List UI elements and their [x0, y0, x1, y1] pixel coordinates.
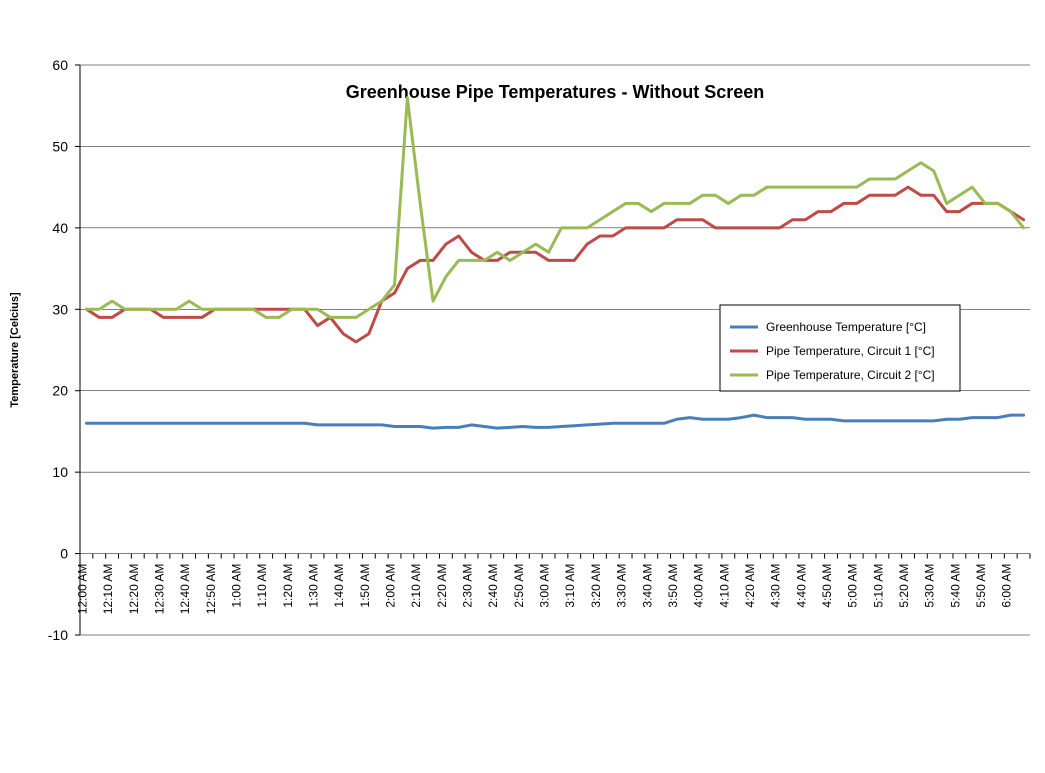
x-tick-label: 2:40 AM	[486, 564, 500, 608]
legend-label: Pipe Temperature, Circuit 2 [°C]	[766, 368, 935, 382]
x-tick-label: 1:20 AM	[281, 564, 295, 608]
x-tick-label: 2:00 AM	[384, 564, 398, 608]
x-tick-label: 3:20 AM	[589, 564, 603, 608]
y-tick-label: -10	[48, 627, 68, 643]
x-tick-label: 5:00 AM	[846, 564, 860, 608]
chart-container: -10 0 10 20 30 40 50 60 12:00 AM 12:10 AM 12:20 AM…	[0, 0, 1045, 773]
x-tick-label: 12:10 AM	[101, 564, 115, 615]
x-tick-label: 12:20 AM	[127, 564, 141, 615]
x-tick-label: 4:00 AM	[692, 564, 706, 608]
x-tick-label: 4:20 AM	[743, 564, 757, 608]
x-tick-label: 12:40 AM	[178, 564, 192, 615]
y-tick-label: 30	[52, 301, 68, 317]
x-tick-label: 12:30 AM	[152, 564, 166, 615]
y-tick-label: 60	[52, 57, 68, 73]
x-tick-label: 5:30 AM	[923, 564, 937, 608]
y-tick-label: 50	[52, 138, 68, 154]
y-tick-label: 20	[52, 383, 68, 399]
x-tick-label: 2:30 AM	[461, 564, 475, 608]
x-tick-label: 1:30 AM	[307, 564, 321, 608]
x-tick-label: 5:10 AM	[871, 564, 885, 608]
x-tick-label: 2:10 AM	[409, 564, 423, 608]
x-tick-label: 4:50 AM	[820, 564, 834, 608]
y-tick-label: 40	[52, 220, 68, 236]
x-tick-label: 3:50 AM	[666, 564, 680, 608]
chart-svg: -10 0 10 20 30 40 50 60 12:00 AM 12:10 AM 12:20 AM…	[0, 0, 1045, 773]
x-tick-label: 5:20 AM	[897, 564, 911, 608]
x-tick-label: 12:00 AM	[75, 564, 89, 615]
x-tick-label: 3:10 AM	[563, 564, 577, 608]
legend-label: Pipe Temperature, Circuit 1 [°C]	[766, 344, 935, 358]
y-tick-label: 10	[52, 464, 68, 480]
x-tick-label: 4:40 AM	[794, 564, 808, 608]
x-tick-label: 6:00 AM	[1000, 564, 1014, 608]
x-tick-label: 2:50 AM	[512, 564, 526, 608]
x-tick-label: 1:50 AM	[358, 564, 372, 608]
x-tick-label: 12:50 AM	[204, 564, 218, 615]
x-tick-label: 3:00 AM	[538, 564, 552, 608]
x-tick-label: 4:10 AM	[717, 564, 731, 608]
x-tick-label: 3:40 AM	[640, 564, 654, 608]
x-tick-label: 5:50 AM	[974, 564, 988, 608]
x-tick-label: 4:30 AM	[769, 564, 783, 608]
x-tick-label: 2:20 AM	[435, 564, 449, 608]
legend-label: Greenhouse Temperature [°C]	[766, 320, 926, 334]
y-axis-label: Temperature [Celcius]	[9, 292, 21, 408]
x-tick-label: 1:10 AM	[255, 564, 269, 608]
y-tick-label: 0	[60, 546, 68, 562]
x-tick-label: 1:00 AM	[229, 564, 243, 608]
x-tick-label: 3:30 AM	[615, 564, 629, 608]
x-tick-label: 1:40 AM	[332, 564, 346, 608]
x-tick-label: 5:40 AM	[948, 564, 962, 608]
